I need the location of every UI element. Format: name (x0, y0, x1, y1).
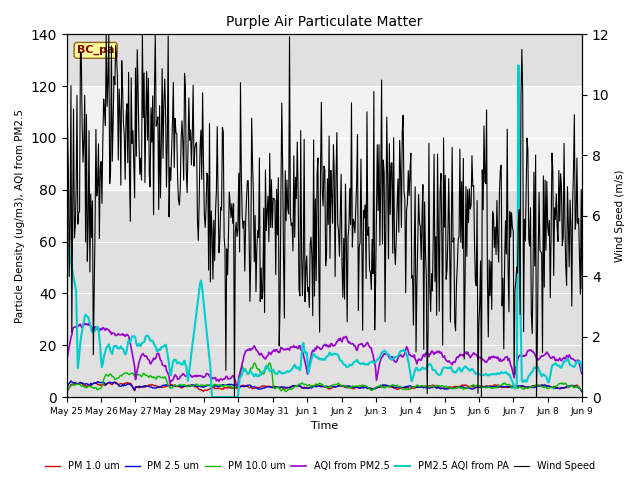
Legend: PM 1.0 um, PM 2.5 um, PM 10.0 um, AQI from PM2.5, PM2.5 AQI from PA, Wind Speed: PM 1.0 um, PM 2.5 um, PM 10.0 um, AQI fr… (41, 457, 599, 475)
Bar (67, 86, 582, 190)
Title: Purple Air Particulate Matter: Purple Air Particulate Matter (226, 15, 422, 29)
Y-axis label: Particle Density (ug/m3), AQI from PM2.5: Particle Density (ug/m3), AQI from PM2.5 (15, 109, 25, 323)
X-axis label: Time: Time (311, 421, 338, 432)
Y-axis label: Wind Speed (m/s): Wind Speed (m/s) (615, 169, 625, 262)
Text: BC_pa: BC_pa (77, 45, 115, 56)
